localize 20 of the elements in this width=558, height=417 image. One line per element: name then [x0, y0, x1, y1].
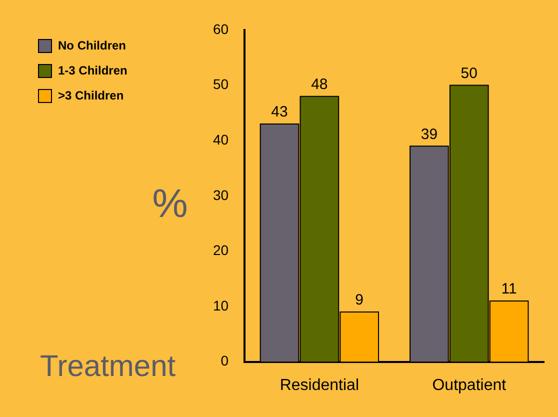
y-tick-label: 50	[212, 76, 229, 92]
data-label: 43	[271, 104, 288, 121]
data-label: 11	[501, 280, 517, 298]
y-tick-label: 60	[212, 20, 229, 37]
data-label: 48	[311, 76, 328, 93]
legend-label: No Children	[58, 38, 126, 52]
data-label: 39	[420, 126, 438, 143]
x-tick-label: Outpatient	[432, 376, 507, 394]
legend-label: >3 Children	[58, 88, 124, 102]
data-label: 50	[460, 64, 478, 82]
y-tick-label: 40	[212, 131, 229, 148]
x-axis-title: Treatment	[40, 350, 176, 384]
y-tick-label: 0	[220, 352, 229, 369]
y-tick-label: 20	[212, 242, 229, 258]
data-label: 9	[355, 292, 364, 309]
x-tick-label: Residential	[280, 376, 360, 394]
y-tick-label: 10	[212, 297, 229, 314]
y-tick-label: 30	[212, 186, 229, 203]
legend-label: 1-3 Children	[58, 63, 128, 78]
y-axis-title: %	[152, 182, 188, 226]
